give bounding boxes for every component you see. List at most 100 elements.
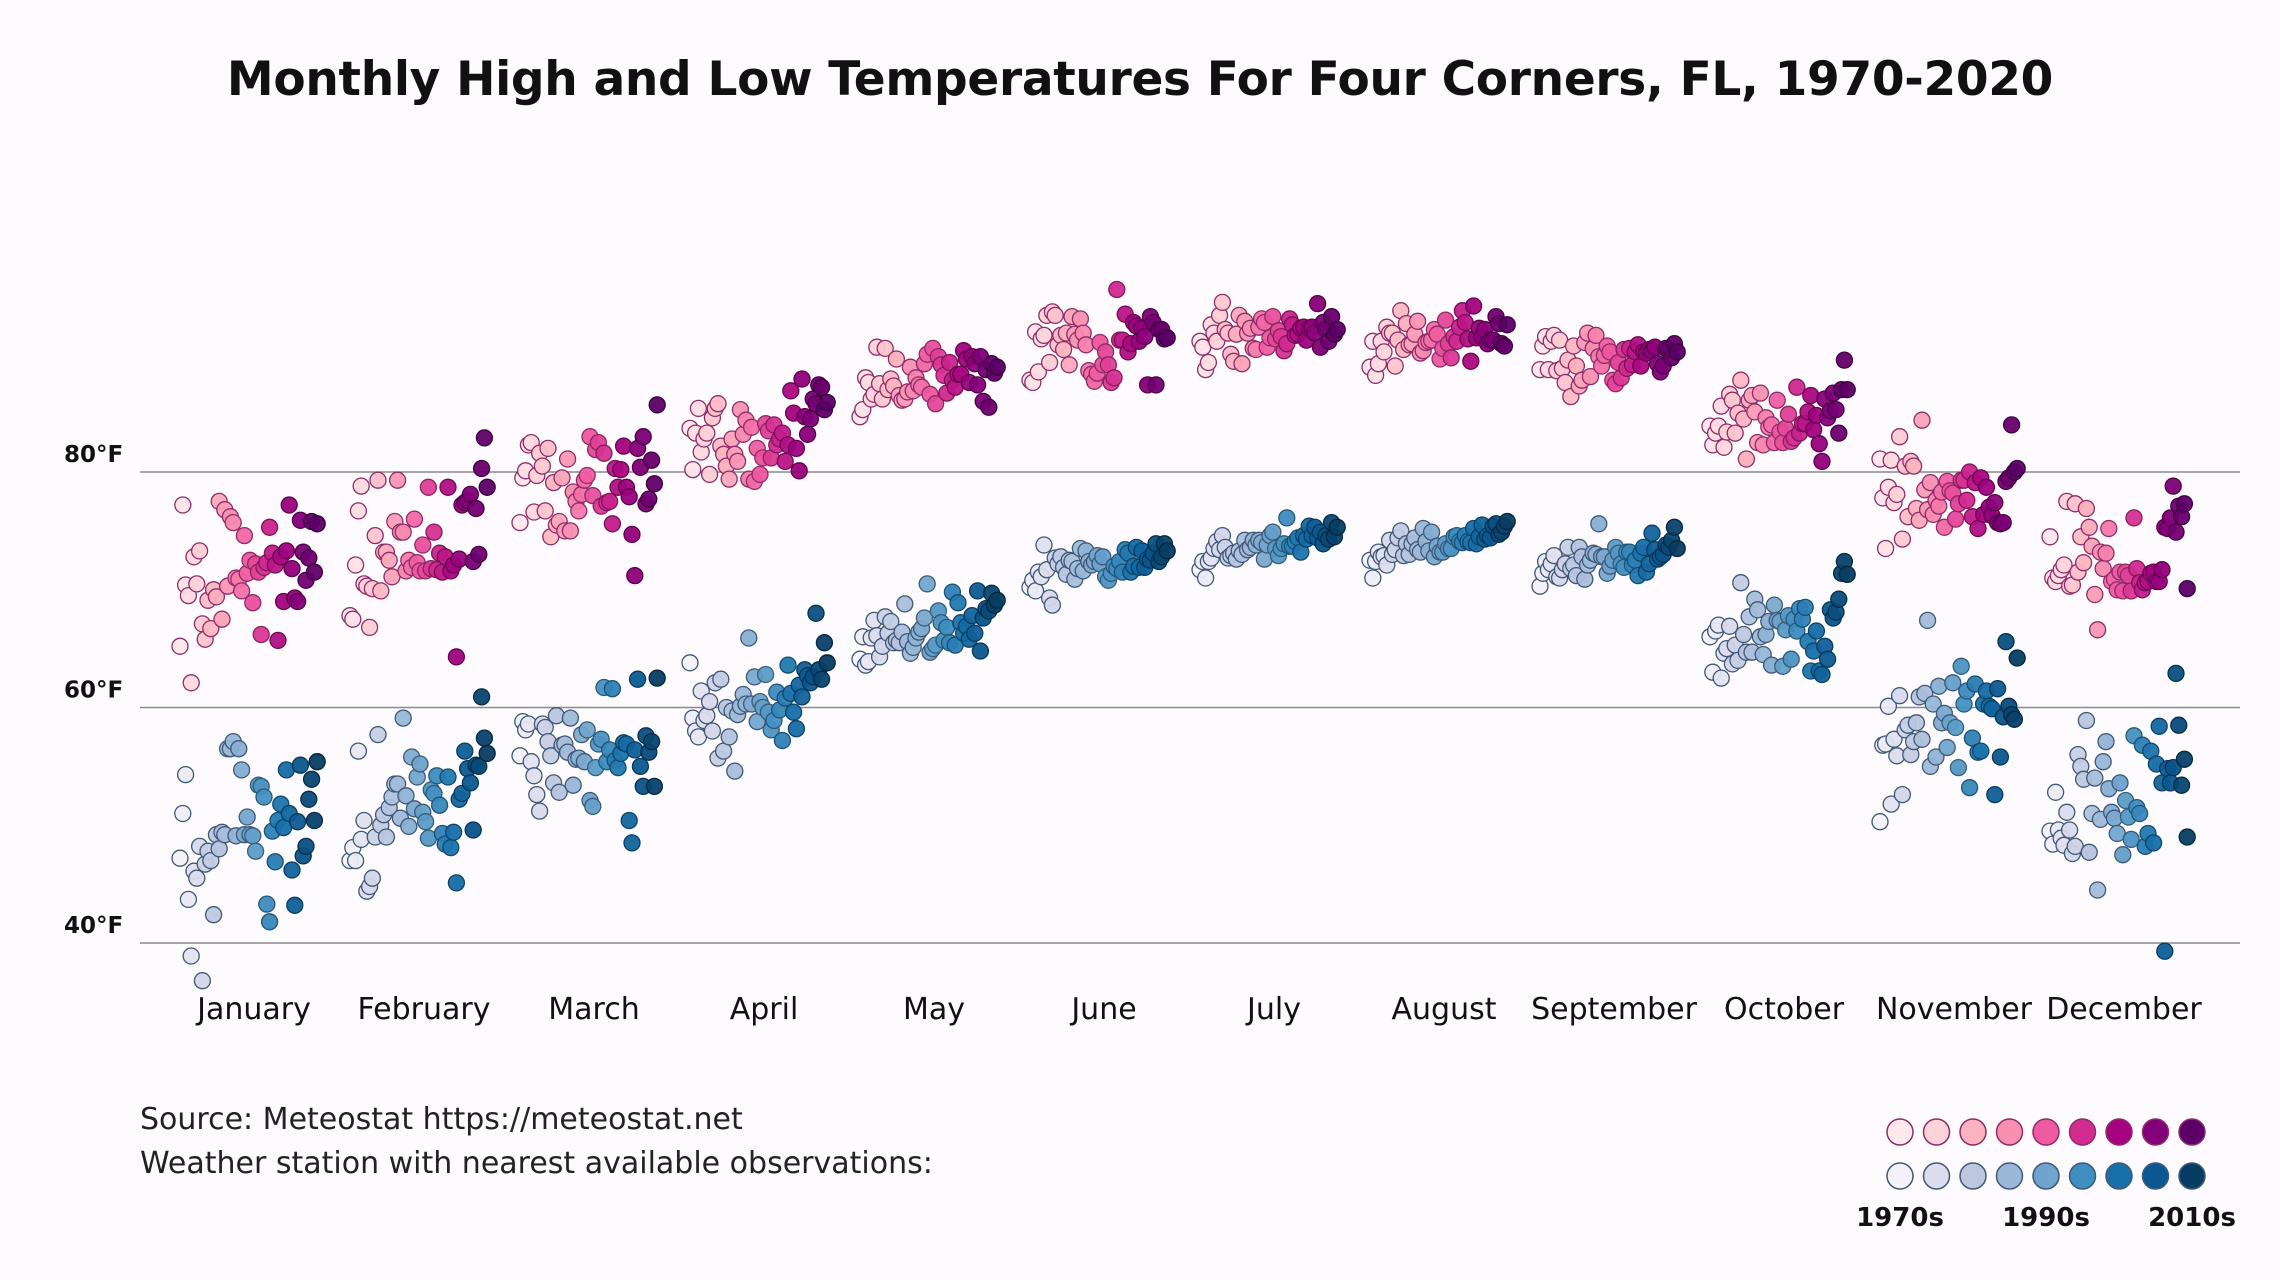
low-temp-point [2094,753,2112,771]
low-temp-point [949,594,967,612]
low-temp-point [352,830,370,849]
legend-label: 2010s [2148,1203,2236,1233]
low-temp-point [645,777,664,796]
low-temp-point [2175,750,2194,768]
low-temp-point [202,851,220,870]
low-temp-point [411,755,429,773]
high-temp-point [1830,424,1848,442]
high-temp-point [414,536,432,554]
low-temp-point [456,742,474,760]
low-temp-point [1960,778,1979,797]
low-temp-point [204,906,223,924]
x-tick-label: September [1531,992,1697,1027]
high-temp-point [269,631,287,650]
high-temp-point [1158,329,1176,347]
low-temp-point [1643,524,1661,542]
low-temp-point [712,670,730,688]
low-temp-point [988,591,1006,609]
high-temp-point [190,542,209,560]
legend-high-swatch [1886,1118,1914,1146]
high-temp-point [698,424,716,442]
low-temp-point [472,688,491,706]
high-temp-point [926,395,945,413]
high-temp-point [1986,493,2004,512]
low-temp-point [1782,650,1800,668]
low-temp-point [1796,598,1814,617]
high-temp-point [787,439,806,458]
low-temp-point [193,972,212,990]
legend-low-swatch [1922,1162,1951,1190]
low-temp-point [620,811,638,830]
high-temp-point [1213,293,1232,312]
high-temp-point [1835,351,1854,369]
low-temp-point [525,767,543,785]
low-temp-point [1364,569,1382,587]
high-temp-point [1890,428,1909,446]
x-tick-label: February [358,992,491,1027]
high-temp-point [642,451,661,469]
high-temp-point [2074,554,2093,572]
low-temp-point [288,813,307,831]
low-temp-point [1807,622,1826,640]
high-temp-point [2175,495,2194,513]
high-temp-point [308,515,326,533]
high-temp-point [1827,400,1845,419]
high-temp-point [812,378,831,396]
low-temp-point [1498,512,1516,531]
high-temp-point [887,350,906,368]
high-temp-point [558,450,577,468]
low-temp-point [793,688,811,706]
high-temp-point [2077,499,2096,518]
low-temp-point [1043,596,1062,614]
high-temp-point [600,492,619,511]
high-temp-point [260,518,279,536]
legend-high-swatch [1995,1118,2024,1146]
legend-high-swatch [2032,1118,2060,1146]
high-temp-point [439,478,457,496]
low-temp-point [1765,596,1784,614]
high-temp-point [1788,378,1806,396]
high-temp-point [349,502,368,520]
high-temp-point [1046,306,1064,325]
low-temp-point [623,834,641,852]
high-temp-point [1147,376,1165,394]
low-temp-point [740,629,758,647]
high-temp-point [790,462,808,480]
high-temp-point [182,674,200,692]
low-temp-point [1946,718,1965,737]
low-temp-point [787,720,806,738]
low-temp-point [918,575,936,593]
low-temp-point [726,762,744,780]
high-temp-point [213,610,231,628]
high-temp-point [728,452,747,471]
high-temp-point [1904,457,1923,475]
low-temp-point [475,729,494,747]
low-temp-point [2008,649,2026,667]
high-temp-point [798,425,817,443]
y-axis-ticks: 40°F 60°F 80°F [64,442,123,939]
high-temp-point [1802,386,1820,405]
high-temp-point [2041,528,2059,546]
low-temp-point [2130,804,2149,823]
high-temp-point [1035,326,1053,345]
high-temp-point [280,496,298,514]
high-temp-point [1060,356,1078,374]
high-temp-point [1136,327,1154,346]
high-temp-point [1108,280,1126,299]
low-temp-point [628,670,647,688]
low-temp-point [442,838,460,857]
low-temp-point [915,609,934,627]
legend: 1970s 1990s 2010s [1856,1118,2236,1233]
high-temp-point [570,502,588,520]
legend-low-swatch [2178,1162,2206,1190]
x-tick-label: March [548,992,639,1027]
low-temp-point [542,747,560,765]
low-temp-point [2172,776,2191,794]
legend-label: 1970s [1856,1203,1944,1233]
low-temp-point [1264,523,1282,541]
high-temp-point [405,510,424,528]
low-temp-point [561,709,580,727]
high-temp-point [1587,326,1605,345]
low-temp-point [478,744,496,763]
high-temp-point [1408,312,1427,330]
